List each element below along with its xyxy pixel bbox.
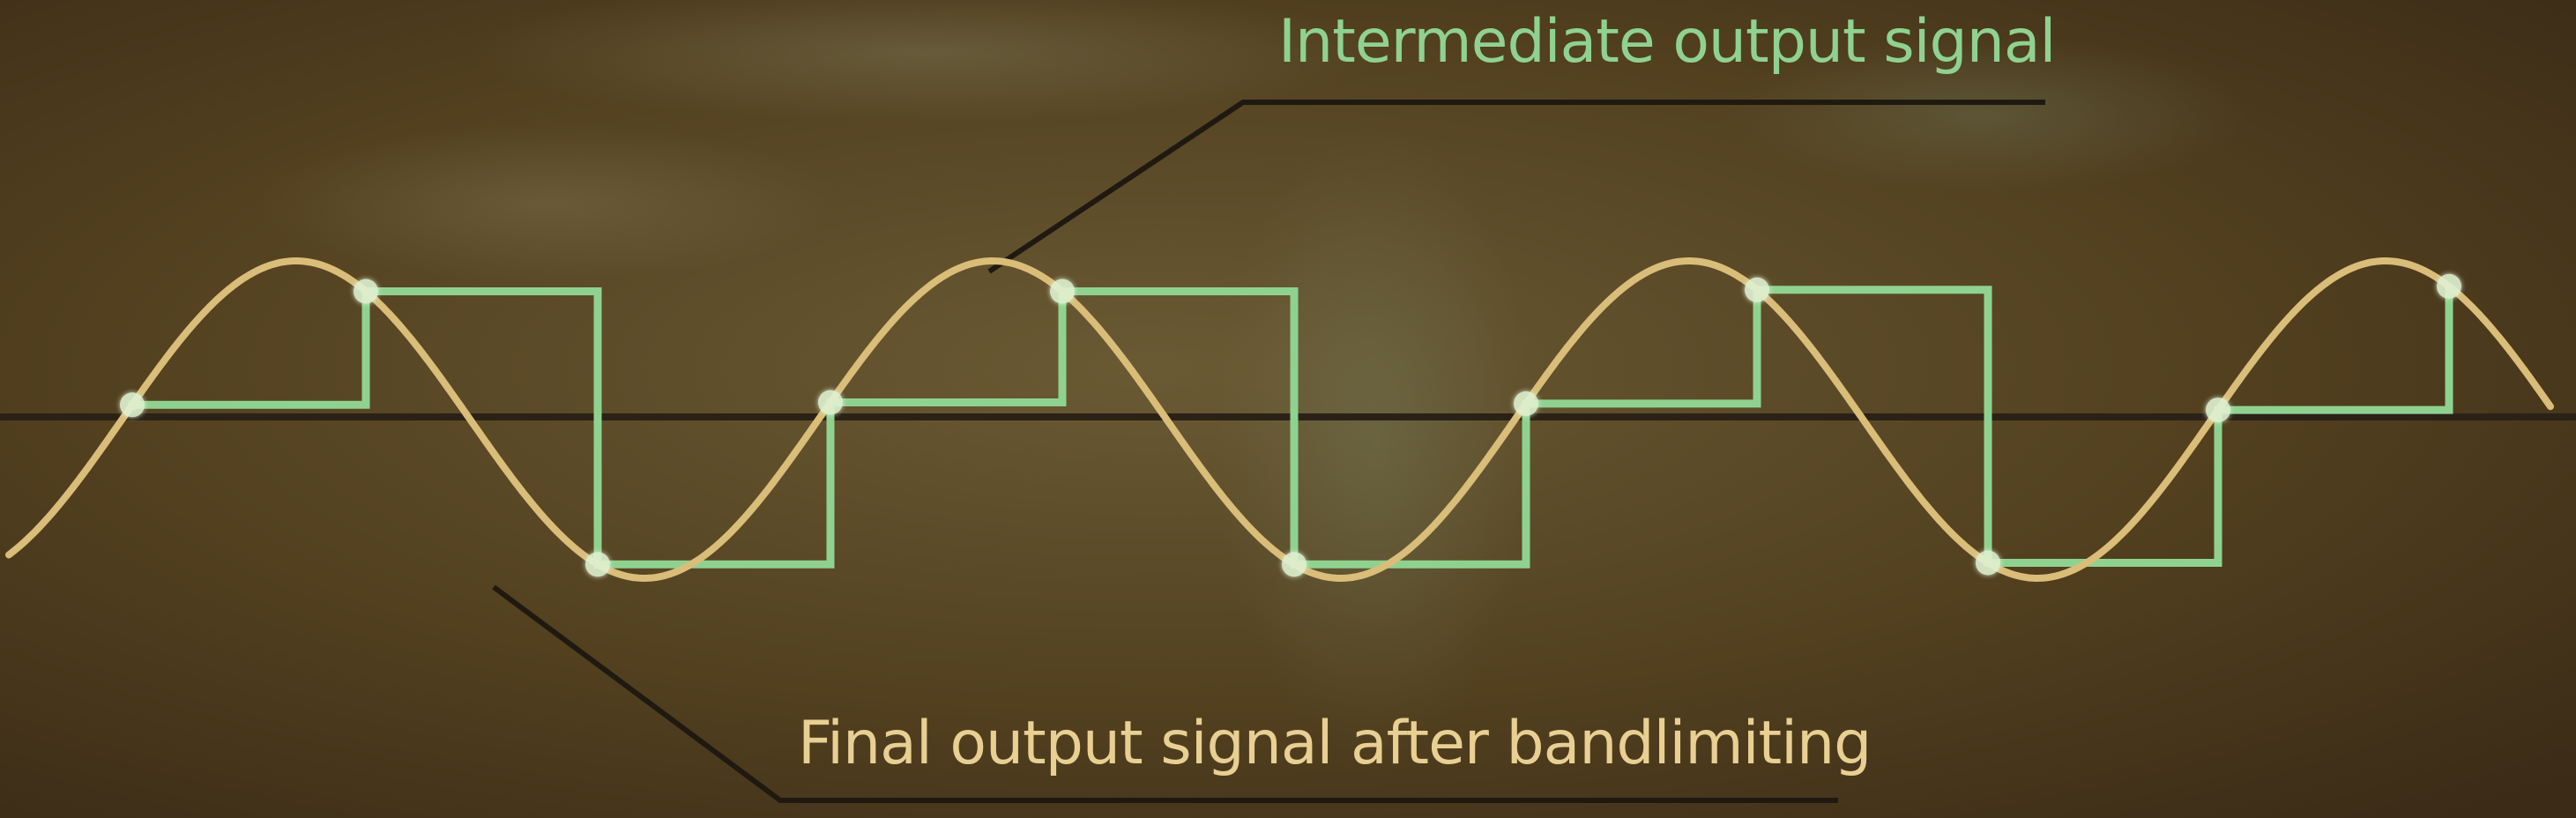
sample-point xyxy=(818,390,843,415)
background-haze xyxy=(1719,35,2248,194)
leader-lines xyxy=(492,100,2045,803)
sample-point xyxy=(1282,552,1307,577)
sample-point xyxy=(1976,550,2000,576)
sample-point xyxy=(2437,273,2461,299)
intermediate-leader-line xyxy=(987,100,2045,274)
sample-point xyxy=(585,552,610,577)
sample-points xyxy=(120,273,2461,577)
background-haze xyxy=(1217,123,1534,758)
sample-point xyxy=(354,279,378,304)
intermediate-signal-label: Intermediate output signal xyxy=(1278,7,2056,77)
sample-point xyxy=(1514,390,1538,416)
intermediate-signal-staircase xyxy=(128,286,2453,569)
final-leader-line xyxy=(492,584,1838,803)
sample-point xyxy=(2206,398,2230,423)
final-signal-sine xyxy=(5,257,2554,582)
final-signal-label: Final output signal after bandlimiting xyxy=(798,709,1872,778)
sample-point xyxy=(120,392,145,418)
sample-point xyxy=(1745,277,1769,302)
background-haze xyxy=(256,123,838,282)
background-haze xyxy=(467,0,1384,123)
sample-point xyxy=(1050,279,1075,304)
